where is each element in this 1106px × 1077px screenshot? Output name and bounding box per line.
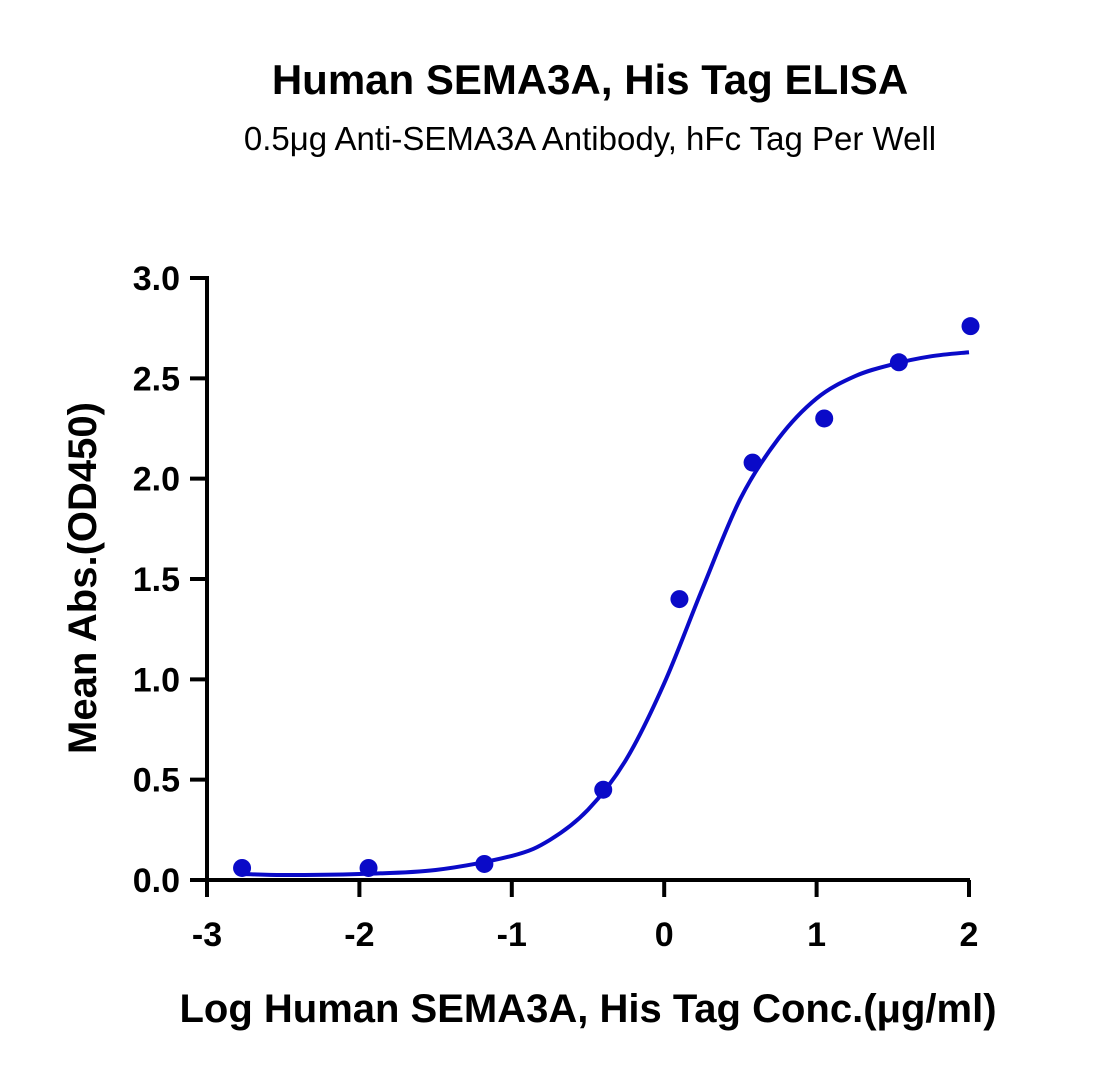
chart-title: Human SEMA3A, His Tag ELISA [272,56,908,103]
data-point [670,590,689,609]
data-points [233,317,980,877]
y-tick-label: 3.0 [133,260,180,298]
data-point [743,453,762,472]
y-axis-ticks: 0.0 0.5 1.0 1.5 2.0 2.5 3.0 [133,260,207,900]
y-tick-label: 0.5 [133,762,180,800]
data-point [359,858,378,877]
data-point [475,854,494,873]
fit-curve [242,350,970,878]
x-tick-label: -2 [344,916,374,954]
y-tick-label: 1.5 [133,561,180,599]
data-point [233,858,252,877]
x-tick-label: -1 [497,916,527,954]
x-axis-ticks: -3 -2 -1 0 1 2 [192,880,979,954]
x-tick-label: 1 [807,916,826,954]
y-tick-label: 2.0 [133,461,180,499]
chart-subtitle: 0.5μg Anti-SEMA3A Antibody, hFc Tag Per … [244,120,936,157]
x-tick-label: 2 [960,916,979,954]
data-point [815,409,834,428]
y-axis-label: Mean Abs.(OD450) [61,402,105,754]
y-tick-label: 2.5 [133,360,180,398]
data-point [961,317,980,336]
y-tick-label: 0.0 [133,862,180,900]
x-axis-label: Log Human SEMA3A, His Tag Conc.(μg/ml) [179,987,996,1031]
data-point [889,353,908,372]
x-tick-label: -3 [192,916,222,954]
y-tick-label: 1.0 [133,661,180,699]
x-tick-label: 0 [655,916,674,954]
data-point [594,780,613,799]
